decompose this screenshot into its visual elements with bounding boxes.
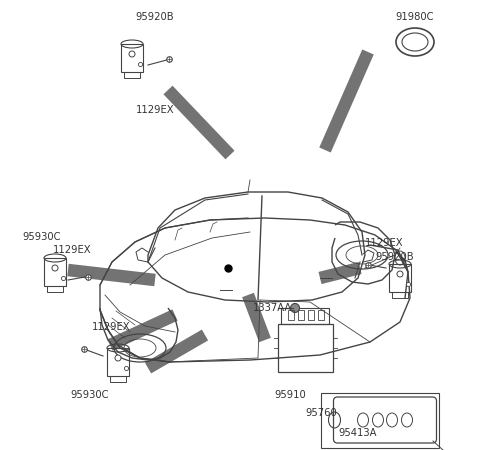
Text: 1129EX: 1129EX — [92, 322, 131, 332]
Text: 1129EX: 1129EX — [365, 238, 404, 248]
Bar — [308, 310, 314, 320]
Bar — [110, 376, 126, 382]
Ellipse shape — [397, 271, 403, 277]
Text: 95760: 95760 — [305, 408, 337, 418]
Bar — [389, 264, 411, 292]
Text: 95930C: 95930C — [71, 390, 109, 400]
Bar — [288, 310, 294, 320]
Bar — [107, 348, 129, 376]
Ellipse shape — [52, 265, 58, 271]
Bar — [277, 324, 333, 372]
Bar — [44, 258, 66, 286]
Bar — [321, 392, 439, 447]
Text: 95920B: 95920B — [375, 252, 414, 262]
Text: 95910: 95910 — [274, 390, 306, 400]
Bar — [281, 308, 329, 324]
Bar — [392, 292, 408, 298]
Ellipse shape — [129, 51, 135, 57]
Text: 1129EX: 1129EX — [53, 245, 92, 255]
Ellipse shape — [115, 355, 121, 361]
Bar — [121, 44, 143, 72]
Text: 91980C: 91980C — [396, 12, 434, 22]
Bar — [318, 310, 324, 320]
Bar — [298, 310, 304, 320]
Text: 1129EX: 1129EX — [136, 105, 174, 115]
Bar — [47, 286, 63, 292]
Text: 95920B: 95920B — [136, 12, 174, 22]
Text: 1337AA: 1337AA — [253, 303, 292, 313]
Text: 95413A: 95413A — [338, 428, 376, 438]
Text: 95930C: 95930C — [22, 232, 60, 242]
Ellipse shape — [290, 303, 300, 312]
Bar — [124, 72, 140, 78]
